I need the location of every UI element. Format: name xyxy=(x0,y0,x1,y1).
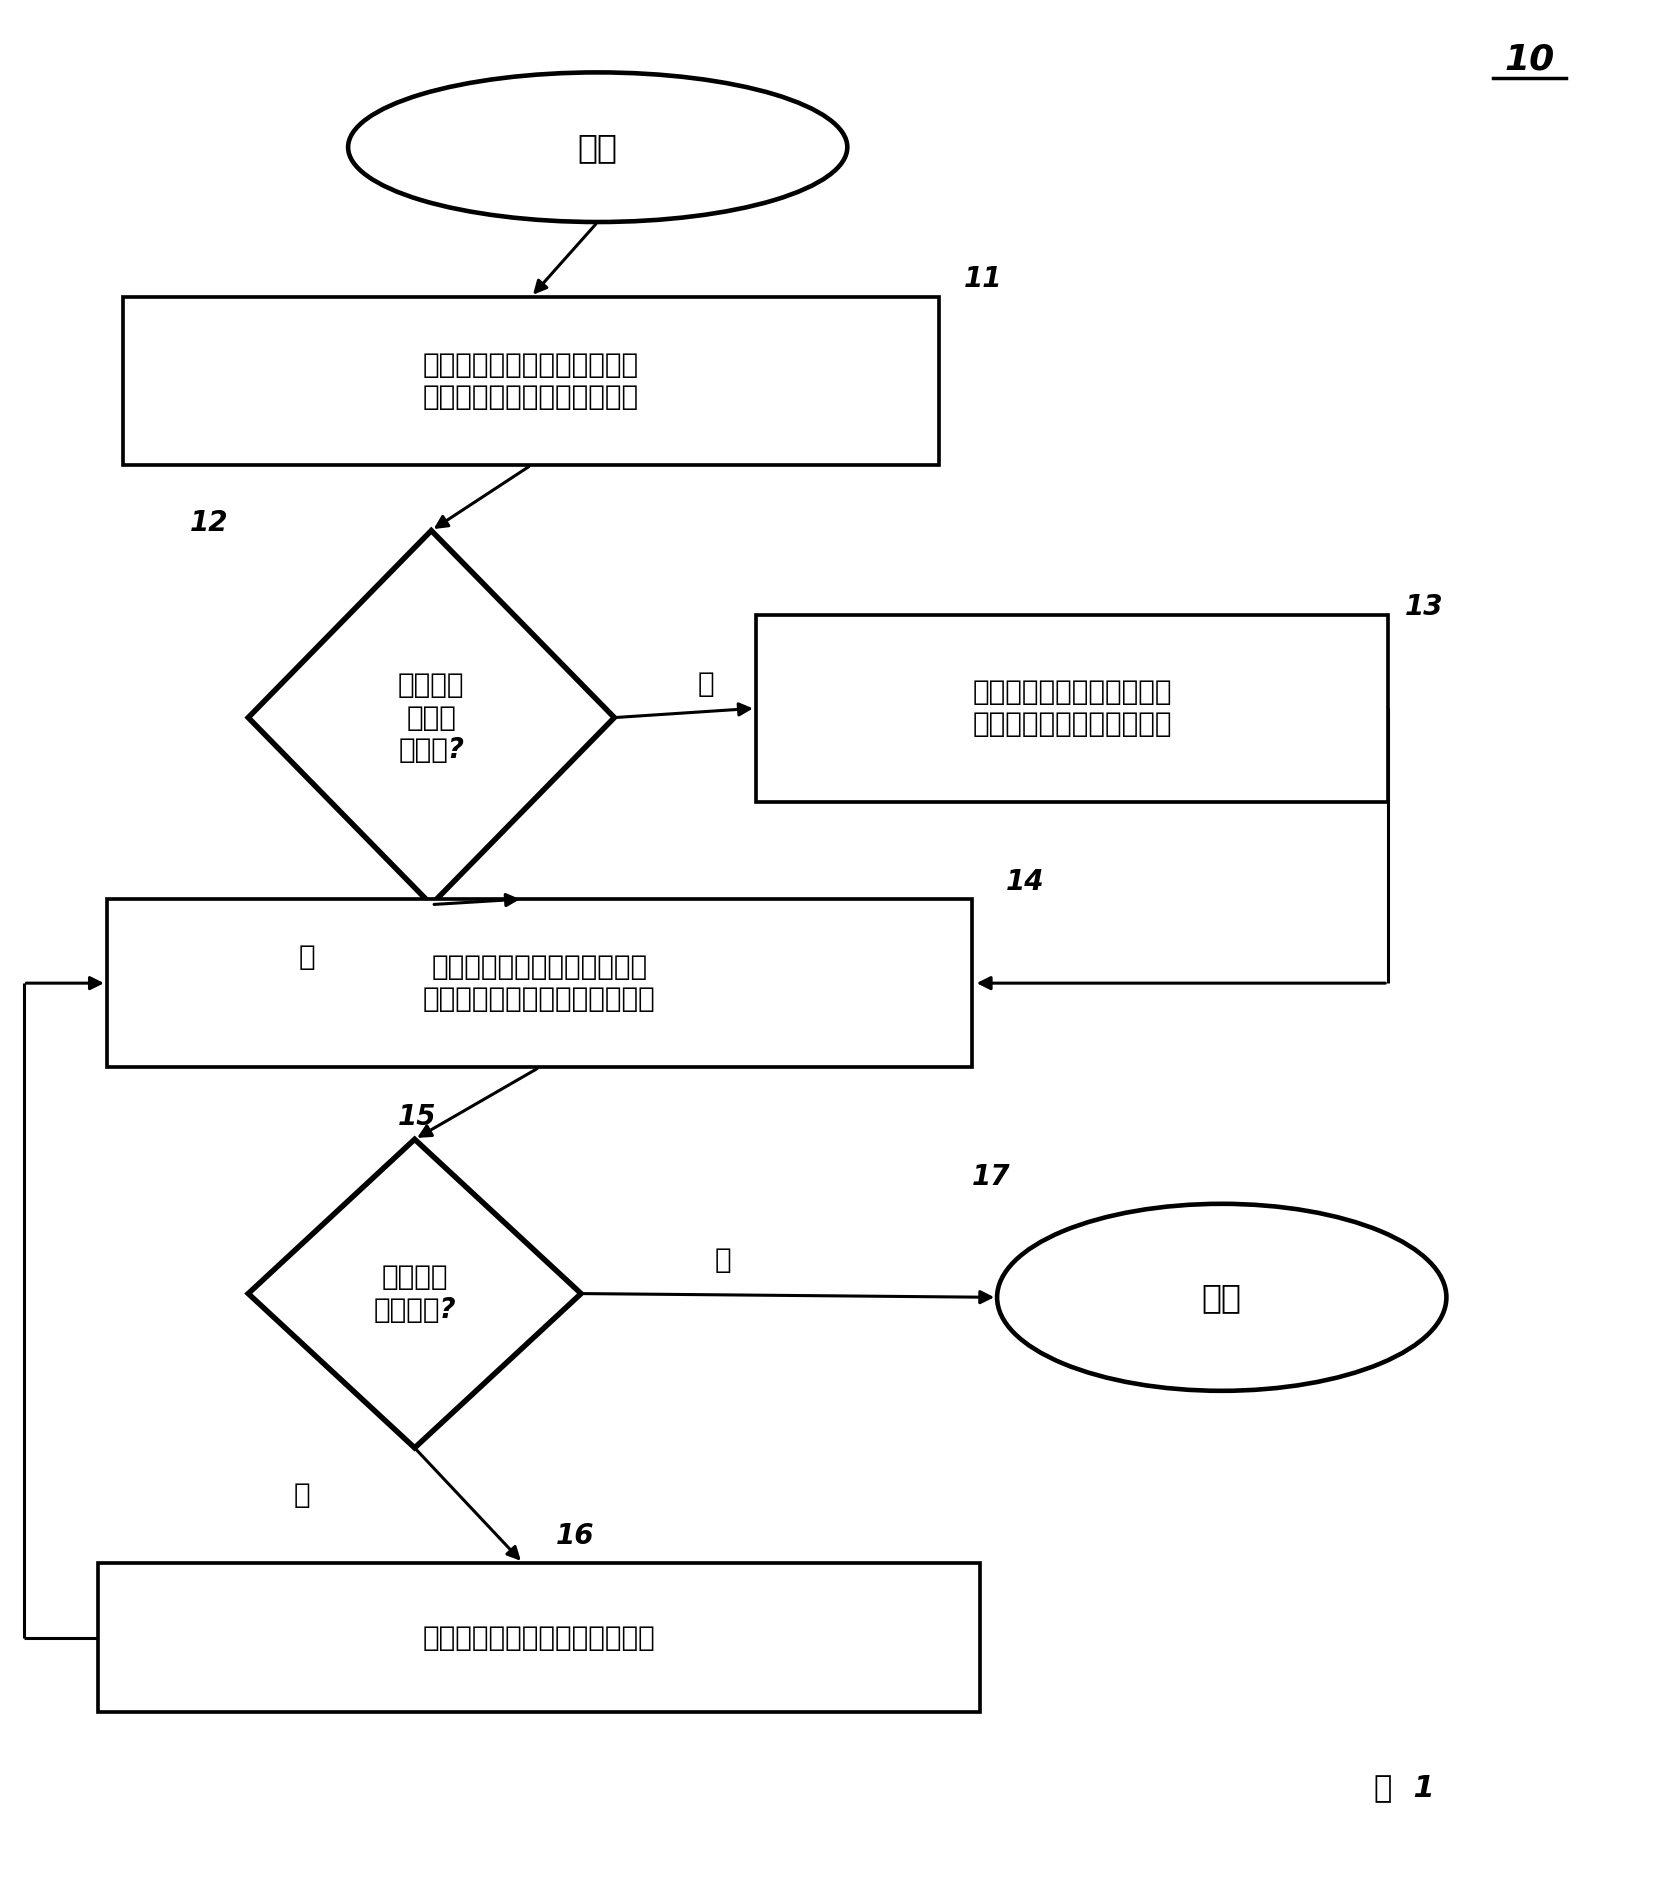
Text: 是否沉积
另一金属?: 是否沉积 另一金属? xyxy=(373,1264,456,1324)
Text: 是: 是 xyxy=(294,1481,310,1509)
Text: 15: 15 xyxy=(398,1104,436,1130)
Text: 开始: 开始 xyxy=(577,130,618,164)
Text: 结束: 结束 xyxy=(1201,1281,1242,1313)
Bar xyxy=(755,614,1388,803)
Text: 14: 14 xyxy=(1005,869,1044,895)
Text: 11: 11 xyxy=(963,266,1002,294)
Polygon shape xyxy=(248,531,614,904)
Text: 16: 16 xyxy=(555,1522,594,1551)
Bar xyxy=(107,899,972,1068)
Text: 图  1: 图 1 xyxy=(1374,1773,1435,1801)
Text: 12: 12 xyxy=(190,509,228,537)
Text: 透过包含原位中性金属沉积的
气体溅镀程序而移除原生氧化物: 透过包含原位中性金属沉积的 气体溅镀程序而移除原生氧化物 xyxy=(423,953,656,1014)
Text: 10: 10 xyxy=(1505,41,1556,77)
Ellipse shape xyxy=(347,72,847,222)
Text: 利用微影以及蚀刻技术将互连
结构图案化至该介电质层之上: 利用微影以及蚀刻技术将互连 结构图案化至该介电质层之上 xyxy=(423,350,639,411)
Text: 否: 否 xyxy=(299,944,315,970)
Text: 13: 13 xyxy=(1404,593,1443,620)
Text: 是: 是 xyxy=(698,671,715,697)
Bar xyxy=(99,1564,980,1713)
Text: 一或多初始衬金属层被沉积
至该已图案化介电结构之上: 一或多初始衬金属层被沉积 至该已图案化介电结构之上 xyxy=(972,678,1171,739)
Text: 否: 否 xyxy=(715,1245,732,1274)
Text: 另一金属被沉积至该介电结构上: 另一金属被沉积至该介电结构上 xyxy=(423,1624,656,1652)
Text: 是否沉积
初始衬
金属层?: 是否沉积 初始衬 金属层? xyxy=(398,671,465,765)
Bar xyxy=(124,298,940,465)
Polygon shape xyxy=(248,1140,581,1449)
Ellipse shape xyxy=(997,1204,1446,1390)
Text: 17: 17 xyxy=(972,1162,1010,1191)
